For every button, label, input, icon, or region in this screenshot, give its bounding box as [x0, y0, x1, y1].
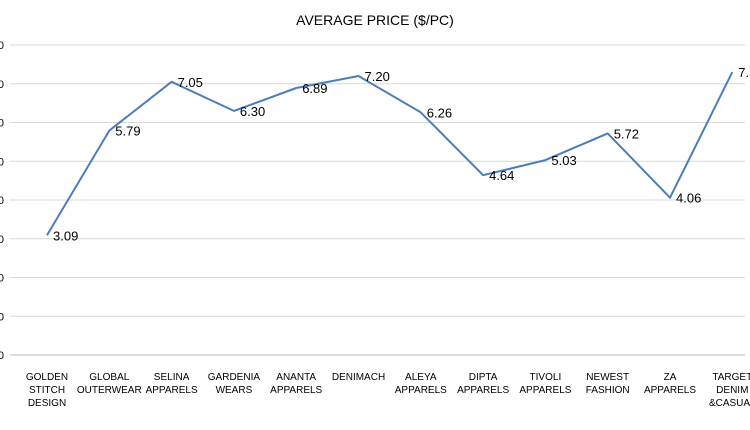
data-labels: 3.09 5.79 7.05 6.30 6.89 7.20 6.26 4.64 5.03 5.72… — [53, 65, 750, 243]
data-label: 6.26 — [427, 105, 452, 120]
x-tick-label-line: APPARELS — [457, 385, 509, 396]
data-label: 4.06 — [676, 191, 701, 206]
y-tick-label: 6.00 — [0, 118, 4, 130]
x-tick-label: TIVOLI APPARELS — [519, 372, 571, 396]
x-tick-label-line: DENIMACH — [332, 372, 385, 383]
x-tick-label-line: APPARELS — [146, 385, 198, 396]
chart-title: AVERAGE PRICE ($/PC) — [296, 12, 454, 28]
series-line — [46, 71, 734, 236]
data-label: 5.72 — [614, 126, 639, 141]
x-tick-label-line: DENIM — [716, 385, 748, 396]
y-tick-label: 7.00 — [0, 79, 4, 91]
x-tick-label-line: APPARELS — [395, 385, 447, 396]
x-tick-label: DIPTA APPARELS — [457, 372, 509, 396]
x-tick-label-line: APPARELS — [519, 385, 571, 396]
x-axis-categories: GOLDEN STITCH DESIGN GLOBAL OUTERWEAR SELINA A… — [26, 372, 750, 409]
data-label: 5.03 — [551, 153, 576, 168]
x-tick-label-line: SELINA — [154, 372, 190, 383]
x-tick-label-line: ZA — [664, 372, 677, 383]
x-tick-label: GOLDEN STITCH DESIGN — [26, 372, 68, 409]
data-label: 7.05 — [178, 75, 203, 90]
x-tick-label-line: DESIGN — [28, 398, 66, 409]
x-tick-label: ANANTA APPARELS — [270, 372, 322, 396]
data-label: 4.64 — [489, 168, 514, 183]
x-tick-label: SELINA APPARELS — [146, 372, 198, 396]
x-tick-label: NEWEST FASHION — [586, 372, 630, 396]
x-tick-label-line: &CASUAL — [709, 398, 750, 409]
x-tick-label-line: STITCH — [29, 385, 65, 396]
x-tick-label-line: NEWEST — [586, 372, 629, 383]
y-tick-label: 8.00 — [0, 40, 4, 52]
x-tick-label-line: GLOBAL — [89, 372, 129, 383]
y-tick-label: 5.00 — [0, 156, 4, 168]
x-tick-label-line: ANANTA — [276, 372, 316, 383]
x-tick-label-line: GARDENIA — [208, 372, 261, 383]
x-tick-label: ALEYA APPARELS — [395, 372, 447, 396]
x-tick-label-line: FASHION — [586, 385, 630, 396]
x-tick-label: GARDENIA WEARS — [208, 372, 261, 396]
gridlines — [10, 44, 745, 356]
x-tick-label-line: TARGET — [712, 372, 750, 383]
y-tick-label: 0.00 — [0, 350, 4, 362]
y-tick-label: 2.00 — [0, 273, 4, 285]
data-label: 7.30 — [738, 65, 750, 80]
y-axis-ticks: 0.00 1.00 2.00 3.00 4.00 5.00 6.00 7.00 8.00 — [0, 40, 4, 362]
x-tick-label: TARGET DENIM&CASUAL — [709, 372, 750, 409]
data-label: 3.09 — [53, 228, 78, 243]
data-label: 6.30 — [240, 104, 265, 119]
x-tick-label-line: WEARS — [216, 385, 253, 396]
x-tick-label-line: DIPTA — [469, 372, 498, 383]
data-label: 7.20 — [365, 69, 390, 84]
x-tick-label-line: APPARELS — [644, 385, 696, 396]
x-tick-label-line: TIVOLI — [530, 372, 562, 383]
x-tick-label: DENIMACH — [332, 372, 385, 383]
x-tick-label-line: OUTERWEAR — [77, 385, 142, 396]
y-tick-label: 1.00 — [0, 311, 4, 323]
y-tick-label: 4.00 — [0, 195, 4, 207]
y-tick-label: 3.00 — [0, 234, 4, 246]
x-tick-label: ZA APPARELS — [644, 372, 696, 396]
data-label: 5.79 — [115, 124, 140, 139]
data-label: 6.89 — [302, 81, 327, 96]
x-tick-label-line: GOLDEN — [26, 372, 68, 383]
x-tick-label: GLOBAL OUTERWEAR — [77, 372, 142, 396]
x-tick-label-line: ALEYA — [405, 372, 437, 383]
x-tick-label-line: APPARELS — [270, 385, 322, 396]
